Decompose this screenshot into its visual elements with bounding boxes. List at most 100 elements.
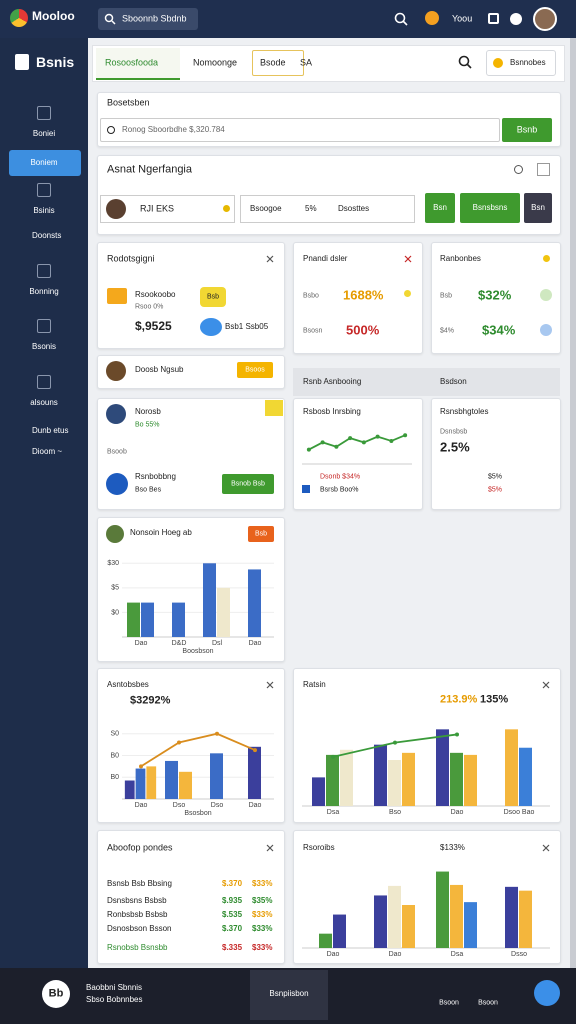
button-label[interactable]: Bsnsbsns <box>472 203 508 212</box>
line <box>308 434 406 451</box>
contacts-flag <box>265 400 283 416</box>
profile-fields[interactable] <box>240 195 415 223</box>
sidebar-item[interactable]: Dunb etus <box>32 426 69 435</box>
profile-button[interactable] <box>460 193 520 223</box>
search-submit[interactable] <box>502 118 552 142</box>
bar <box>464 754 477 806</box>
bottom-tab-label[interactable]: Bsnpiisbon <box>269 989 309 998</box>
y-tick-label: B0 <box>110 774 119 781</box>
point <box>455 732 459 737</box>
bar <box>203 563 216 637</box>
bottom-tab[interactable] <box>250 970 328 1020</box>
bottom-icon-label[interactable]: Bsoon <box>439 999 459 1007</box>
overview-blob <box>200 318 222 336</box>
sidebar-item[interactable]: Bonning <box>29 287 59 296</box>
bar <box>165 760 178 799</box>
tab-highlight[interactable] <box>252 50 304 76</box>
badge-label: Bsb <box>206 293 220 301</box>
sidebar-item[interactable]: Bsonis <box>31 342 57 351</box>
bottom-text: Sbso Bobnnbes <box>86 995 143 1004</box>
bottom-icon-label[interactable]: Bsoon <box>478 999 498 1007</box>
chart-title: Asntobsbes <box>107 680 149 689</box>
tab[interactable]: SA <box>300 57 313 68</box>
stat-card <box>431 398 561 510</box>
avatar-label[interactable]: Bb <box>48 987 64 1000</box>
tab-button[interactable] <box>486 50 556 76</box>
tab[interactable]: Rosoosfooda <box>105 57 159 68</box>
point <box>306 447 311 452</box>
close-icon[interactable] <box>266 681 274 689</box>
point <box>331 754 335 759</box>
bottom-action[interactable] <box>534 980 560 1006</box>
x-tick-label: Dao <box>135 802 148 809</box>
help-icon[interactable] <box>510 13 522 25</box>
bar <box>326 754 339 806</box>
profile-percent: 5% <box>305 204 317 213</box>
search-input[interactable] <box>100 118 500 142</box>
tab-active[interactable] <box>96 48 180 80</box>
chart-title: Ratsin <box>303 680 326 689</box>
input-value[interactable]: Ronog Sboorbdhe $,320.784 <box>122 125 225 134</box>
bottom-avatar[interactable] <box>42 980 70 1008</box>
x-axis-label: Bsosbon <box>184 810 211 817</box>
sidebar-active-item[interactable] <box>9 150 81 176</box>
bottom-text: Baobbni Sbnnis <box>86 983 143 992</box>
close-icon[interactable] <box>266 255 274 263</box>
tab-button-label[interactable]: Bsnnobes <box>510 58 546 67</box>
card-title: Rsbosb Inrsbing <box>303 407 361 416</box>
search-button[interactable] <box>394 12 408 26</box>
profile-menu[interactable] <box>537 163 550 176</box>
bar <box>179 771 192 799</box>
metric-dot <box>404 290 411 297</box>
overview-card <box>97 242 285 349</box>
section-aside: Bsdson <box>440 377 467 386</box>
sidebar-item[interactable]: Doonsts <box>32 231 62 240</box>
chart: B0 B0 S0 Dao Dso Dso Dao Bsosbon <box>110 731 274 817</box>
sidebar-item[interactable]: Dioom ~ <box>32 447 63 456</box>
point <box>334 444 339 449</box>
close-icon[interactable] <box>542 844 550 852</box>
button-label[interactable]: Bsnob Bsb <box>231 480 265 488</box>
profile-clock[interactable] <box>514 165 523 174</box>
contact-name: Doosb Ngsub <box>135 365 184 374</box>
close-icon[interactable] <box>542 681 550 689</box>
profile-button[interactable] <box>425 193 455 223</box>
close-icon[interactable] <box>266 844 274 852</box>
profile-field: Bsoogoe <box>250 204 282 213</box>
legend-marker <box>302 485 310 493</box>
contacts-button[interactable] <box>222 474 274 494</box>
list-label: Dsnosbson Bsson <box>107 924 172 933</box>
user-avatar[interactable] <box>533 7 557 31</box>
button-label[interactable]: Bsoos <box>245 366 265 374</box>
logo-icon <box>10 9 28 27</box>
point <box>177 740 181 745</box>
button-label[interactable]: Bsn <box>433 203 447 212</box>
close-icon[interactable] <box>404 255 412 263</box>
user-name[interactable]: Yoou <box>452 13 473 24</box>
sidebar-item[interactable]: Bsinis <box>33 206 55 215</box>
list-value: $.370 <box>222 879 243 888</box>
sidebar-item[interactable]: Boniem <box>30 158 58 167</box>
search-box[interactable] <box>98 8 198 30</box>
point <box>348 436 353 441</box>
scrollbar[interactable] <box>570 38 576 968</box>
metric-value: 1688% <box>343 287 384 303</box>
list-value: $.535 <box>222 910 243 919</box>
tab[interactable]: Bsode <box>260 57 286 68</box>
search-field[interactable]: Sboonnb Sbdnb <box>122 13 187 24</box>
contact-button[interactable] <box>237 362 273 378</box>
point <box>215 731 219 736</box>
card-title: Rsnsbhgtoles <box>440 407 489 416</box>
bar <box>464 902 477 948</box>
sidebar-item[interactable]: Boniei <box>32 129 56 138</box>
profile-dot <box>223 205 230 212</box>
profile-button[interactable] <box>524 193 552 223</box>
notification-icon[interactable] <box>425 11 439 25</box>
button-label[interactable]: Bsn <box>531 203 545 212</box>
tab-search[interactable] <box>458 55 472 69</box>
tab[interactable]: Nomoonge <box>193 57 238 68</box>
settings-icon[interactable] <box>488 13 499 24</box>
button-label[interactable]: Bsnb <box>516 124 538 135</box>
bar <box>312 777 325 806</box>
sidebar-item[interactable]: alsouns <box>30 398 58 407</box>
